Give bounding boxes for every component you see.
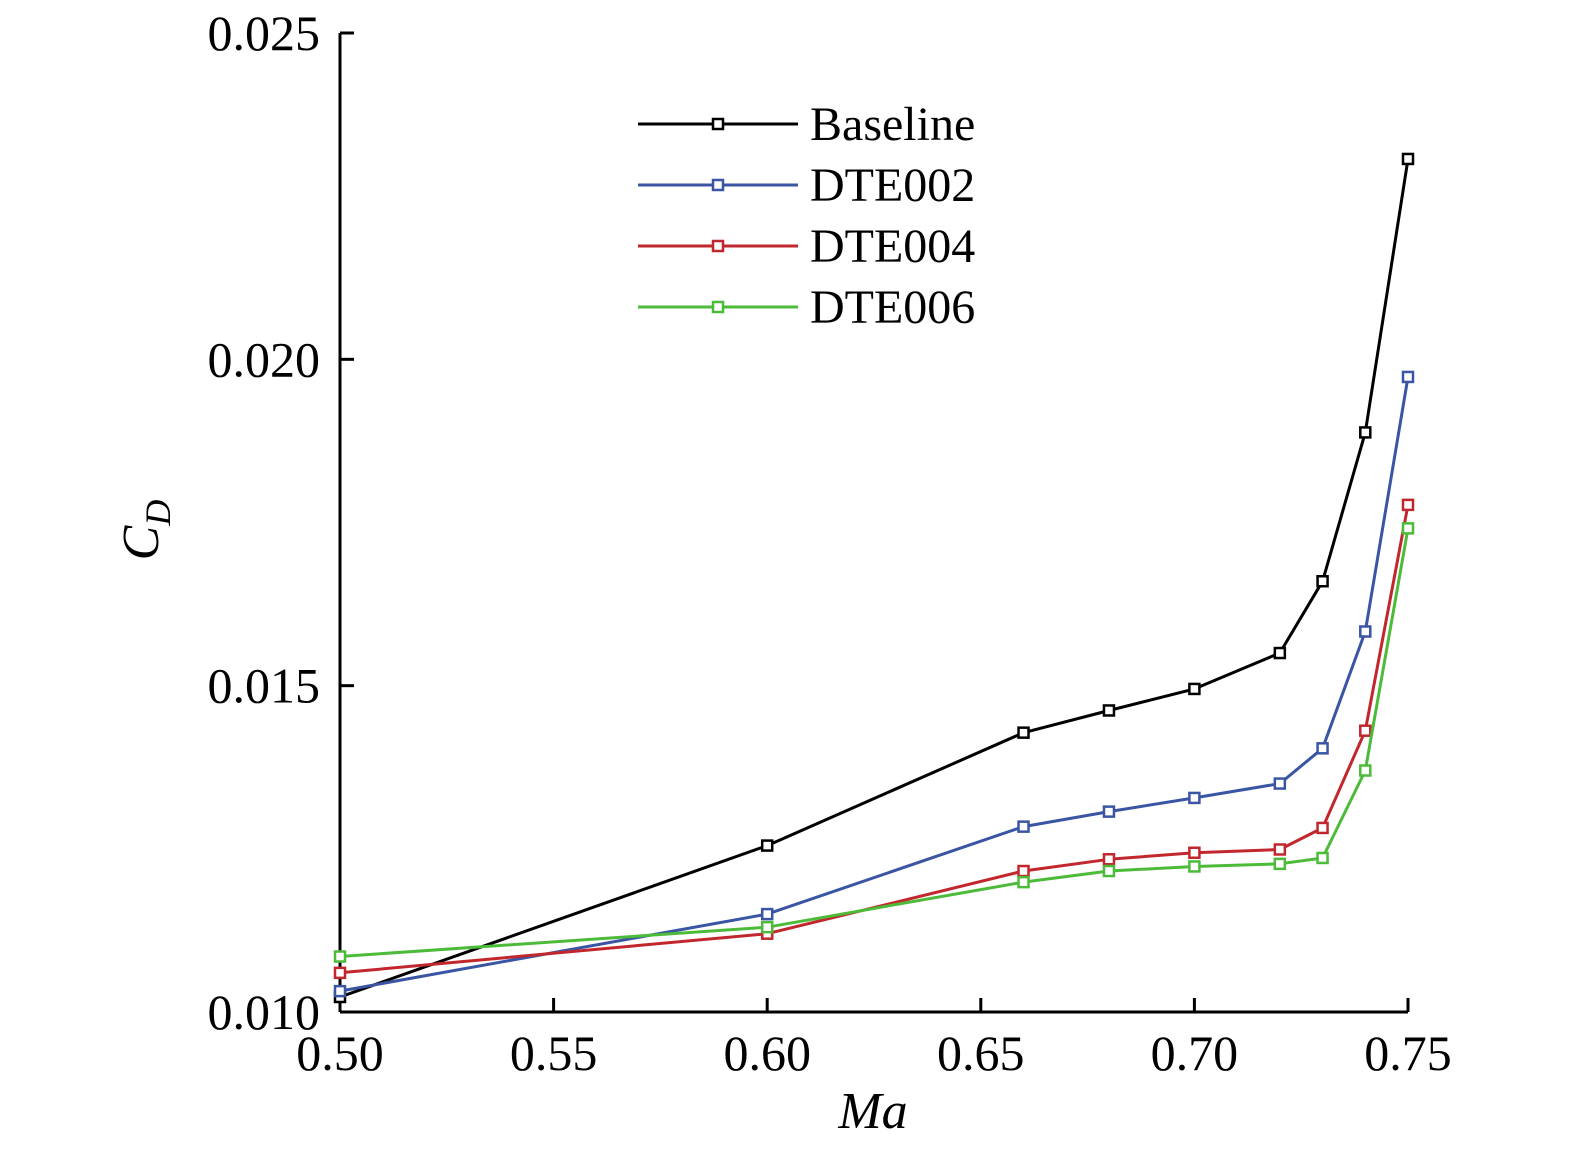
legend-label: DTE006 <box>810 281 975 334</box>
legend-marker <box>711 239 725 253</box>
series-baseline <box>333 152 1415 1004</box>
data-point-marker <box>1316 821 1329 835</box>
data-point-marker <box>1188 846 1201 859</box>
data-point-marker <box>1102 805 1116 818</box>
series-dte002 <box>333 370 1415 998</box>
series-line <box>339 528 1410 958</box>
series-line <box>339 376 1410 993</box>
series-line <box>339 504 1410 975</box>
axes <box>338 33 1408 1014</box>
data-point-marker <box>333 966 347 980</box>
data-point-marker <box>1273 857 1287 871</box>
data-point-marker <box>1188 860 1201 873</box>
data-point-marker <box>1359 625 1372 638</box>
legend-marker <box>711 117 725 131</box>
series-dte006 <box>333 522 1415 963</box>
legend-item: DTE006 <box>638 281 975 334</box>
data-point-marker <box>1017 875 1030 889</box>
x-tick-label: 0.55 <box>510 1025 598 1081</box>
x-tick-label: 0.75 <box>1364 1025 1452 1081</box>
x-axis-title: Ma <box>837 1083 907 1140</box>
legend-item: Baseline <box>638 98 975 151</box>
data-point-marker <box>1359 764 1372 777</box>
data-point-marker <box>1017 864 1030 878</box>
data-point-marker <box>1273 777 1287 790</box>
data-point-marker <box>1316 574 1329 588</box>
x-tick-label: 0.50 <box>296 1025 384 1081</box>
data-point-marker <box>1316 742 1329 755</box>
legend-item: DTE002 <box>638 159 975 212</box>
data-point-marker <box>1017 820 1030 833</box>
ticks: 0.50 0.55 0.60 0.65 0.70 0.75 0.010 0.015 0.020 0… <box>208 5 1452 1081</box>
legend-label: DTE002 <box>810 159 975 212</box>
data-point-marker <box>1401 370 1415 384</box>
data-point-marker <box>1017 726 1030 739</box>
x-tick-label: 0.70 <box>1151 1025 1239 1081</box>
data-point-marker <box>1359 426 1372 439</box>
y-tick-label: 0.015 <box>208 658 321 714</box>
data-point-marker <box>1359 724 1372 737</box>
data-point-marker <box>333 984 347 998</box>
y-axis-title-subscript: D <box>138 500 178 527</box>
data-point-marker <box>1401 498 1415 512</box>
y-tick-label: 0.010 <box>208 984 321 1040</box>
legend-label: Baseline <box>810 98 975 151</box>
data-point-marker <box>1316 851 1329 865</box>
data-point-marker <box>1401 152 1415 166</box>
x-tick-label: 0.65 <box>937 1025 1025 1081</box>
data-point-marker <box>1188 682 1201 696</box>
legend-item: DTE004 <box>638 220 975 273</box>
series-group <box>333 152 1415 1004</box>
data-point-marker <box>1273 646 1287 660</box>
y-axis-title-main: C <box>113 524 170 560</box>
series-dte004 <box>333 498 1415 980</box>
data-point-marker <box>1188 791 1201 805</box>
y-axis-title: CD <box>113 500 178 561</box>
x-tick-label: 0.60 <box>723 1025 811 1081</box>
data-point-marker <box>1401 522 1415 535</box>
legend: Baseline DTE002 DTE004 DTE006 <box>638 98 975 334</box>
legend-label: DTE004 <box>810 220 975 273</box>
data-point-marker <box>760 907 774 921</box>
legend-marker <box>711 178 725 192</box>
data-point-marker <box>1102 704 1116 717</box>
y-tick-label: 0.025 <box>208 5 321 61</box>
data-point-marker <box>333 950 347 963</box>
data-point-marker <box>760 920 774 934</box>
legend-marker <box>711 300 725 314</box>
data-point-marker <box>1102 864 1116 878</box>
y-tick-label: 0.020 <box>208 331 321 387</box>
data-point-marker <box>760 839 774 852</box>
data-point-marker <box>1273 843 1287 856</box>
data-point-marker <box>1102 853 1116 866</box>
